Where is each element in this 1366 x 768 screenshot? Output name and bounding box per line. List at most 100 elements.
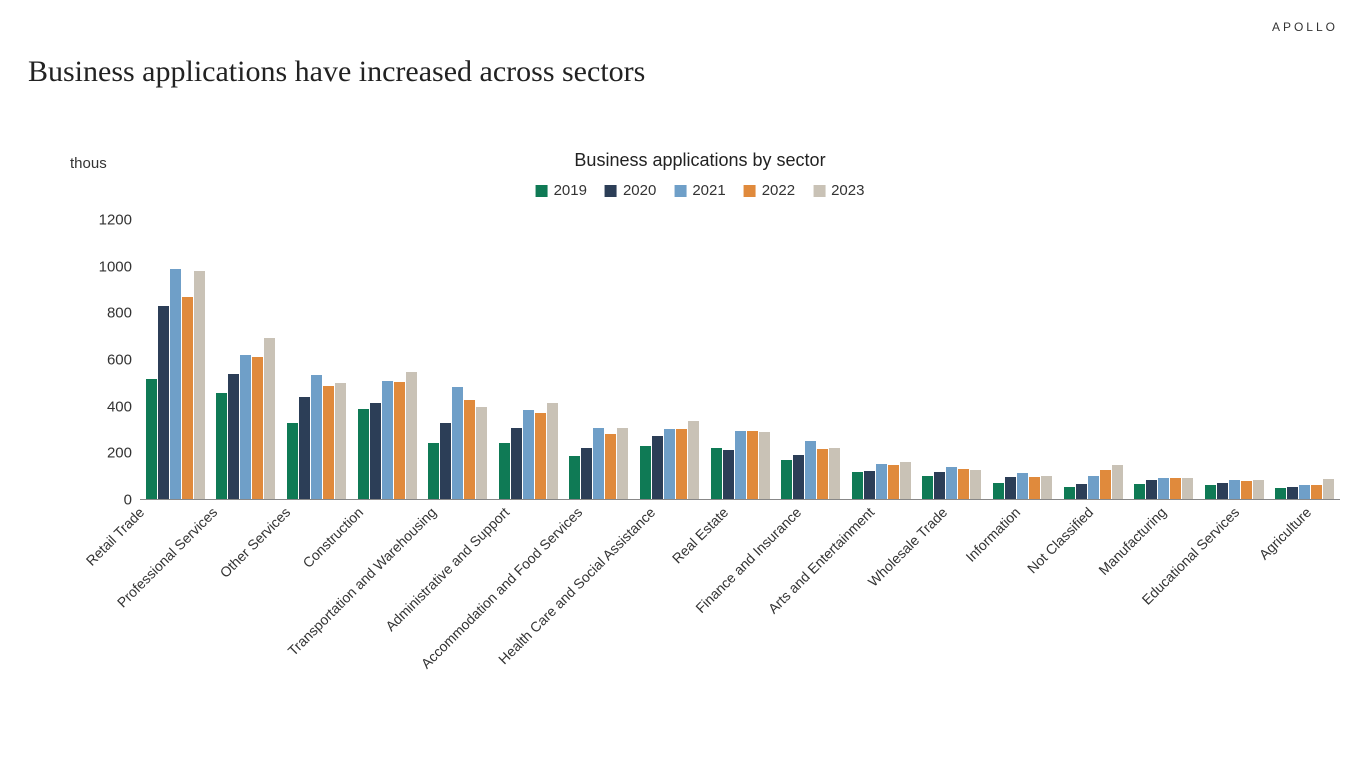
bar [499,443,510,500]
x-axis-category-label: Retail Trade [83,504,148,569]
bar [535,413,546,501]
bar [1170,478,1181,500]
bar [723,450,734,500]
y-tick-label: 200 [92,445,132,462]
bar [900,462,911,501]
bar [1253,480,1264,500]
y-tick-label: 0 [92,492,132,509]
bar [993,483,1004,501]
bar [440,423,451,500]
bar [523,410,534,500]
bar [1076,484,1087,500]
bar [817,449,828,500]
bar [358,409,369,500]
bar [452,387,463,500]
legend-swatch [605,185,617,197]
bar [547,403,558,500]
y-tick-label: 400 [92,398,132,415]
bar [1017,473,1028,500]
bar [876,464,887,500]
bar [1041,476,1052,501]
bar [605,434,616,501]
bar [1311,485,1322,500]
bar [476,407,487,500]
bar [170,269,181,500]
bar-group [211,220,282,500]
legend-swatch [674,185,686,197]
x-axis-category-label: Other Services [217,504,294,581]
chart-plot-area: 020040060080010001200 [100,220,1340,500]
bar [146,379,157,500]
legend-item: 2020 [605,182,656,199]
bar [793,455,804,501]
bar-group [1058,220,1129,500]
bar [759,432,770,500]
bar [781,460,792,500]
bar [394,382,405,500]
bar [1182,478,1193,500]
x-axis-category-label: Transportation and Warehousing [285,504,440,659]
legend-swatch [813,185,825,197]
x-axis-category-label: Accommodation and Food Services [418,504,586,672]
bar-group [705,220,776,500]
bar [158,306,169,500]
bar-group [564,220,635,500]
bar [299,397,310,500]
bar [1299,485,1310,500]
bar-groups [140,220,1340,500]
chart-legend: 2019 2020 2021 2022 2023 [536,182,865,199]
bar-group [352,220,423,500]
bar-group [1270,220,1341,500]
bar [805,441,816,501]
bar [264,338,275,500]
bar [1229,480,1240,500]
bar-group [493,220,564,500]
bar [688,421,699,500]
bar [228,374,239,500]
bar [1323,479,1334,500]
bar [617,428,628,500]
bar [593,428,604,500]
bar [194,271,205,500]
legend-item: 2023 [813,182,864,199]
y-axis-unit-label: thous [70,155,107,172]
x-axis-category-label: Construction [300,504,367,571]
brand-label: APOLLO [1272,20,1338,34]
bar [1088,476,1099,501]
bar [1134,484,1145,500]
bar-group [987,220,1058,500]
bar [1158,478,1169,500]
x-axis-category-label: Real Estate [669,504,731,566]
x-axis-category-label: Not Classified [1024,504,1096,576]
bar [182,297,193,500]
bar [735,431,746,500]
bar-group [1199,220,1270,500]
y-tick-label: 800 [92,305,132,322]
y-axis: 020040060080010001200 [92,220,132,500]
chart-subtitle: Business applications by sector [574,150,825,171]
bar [958,469,969,501]
bar-group [634,220,705,500]
bar-group [281,220,352,500]
legend-item: 2021 [674,182,725,199]
legend-label: 2023 [831,182,864,199]
bar [934,472,945,500]
bar [252,357,263,501]
bar [1217,483,1228,501]
bar [382,381,393,500]
bar [922,476,933,501]
legend-item: 2019 [536,182,587,199]
x-axis-category-label: Wholesale Trade [864,504,950,590]
bar [1146,480,1157,500]
bar [323,386,334,500]
bar [287,423,298,500]
bar [640,446,651,500]
bar [464,400,475,500]
bar-group [1128,220,1199,500]
legend-label: 2022 [762,182,795,199]
bar [335,383,346,500]
bar [581,448,592,501]
legend-swatch [536,185,548,197]
x-axis-category-label: Manufacturing [1095,504,1169,578]
bar-group [846,220,917,500]
